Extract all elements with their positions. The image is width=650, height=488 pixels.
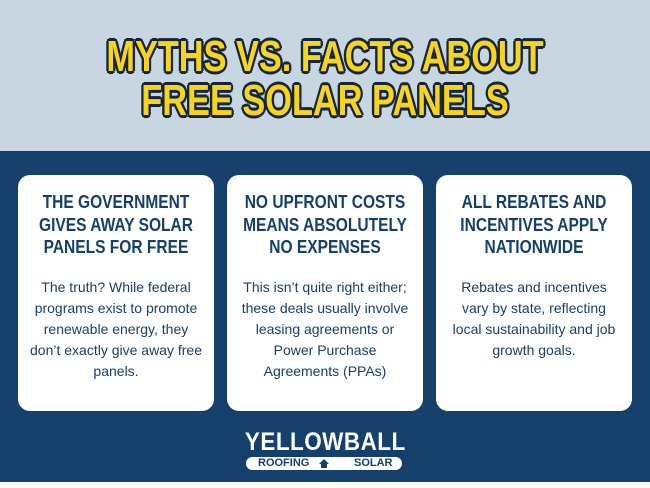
card-heading: ALL REBATES AND INCENTIVES APPLY NATIONW… [460,191,608,257]
logo-tagline: ROOFING SOLAR [246,457,402,470]
house-icon [319,459,329,468]
title-line: MYTHS VS. FACTS ABOUT [106,32,544,81]
title-line: FREE SOLAR PANELS [141,76,509,125]
header-band [0,0,650,151]
card: THE GOVERNMENT GIVES AWAY SOLAR PANELS F… [18,175,214,411]
logo: YELLOWBALL ROOFING SOLAR [0,428,650,470]
card-heading: THE GOVERNMENT GIVES AWAY SOLAR PANELS F… [38,191,194,257]
tagline-right: SOLAR [354,457,393,469]
card-body: This isn’t quite right either; these dea… [241,279,409,379]
card-body: Rebates and incentives vary by state, re… [452,279,616,358]
card: ALL REBATES AND INCENTIVES APPLY NATIONW… [436,175,632,411]
tagline-left: ROOFING [258,457,310,469]
card-heading: NO UPFRONT COSTS MEANS ABSOLUTELY NO EXP… [243,191,407,257]
card: NO UPFRONT COSTS MEANS ABSOLUTELY NO EXP… [227,175,423,411]
card-body: The truth? While federal programs exist … [30,279,202,379]
footer-strip [0,482,650,488]
brand-name: YELLOWBALL [244,428,406,456]
